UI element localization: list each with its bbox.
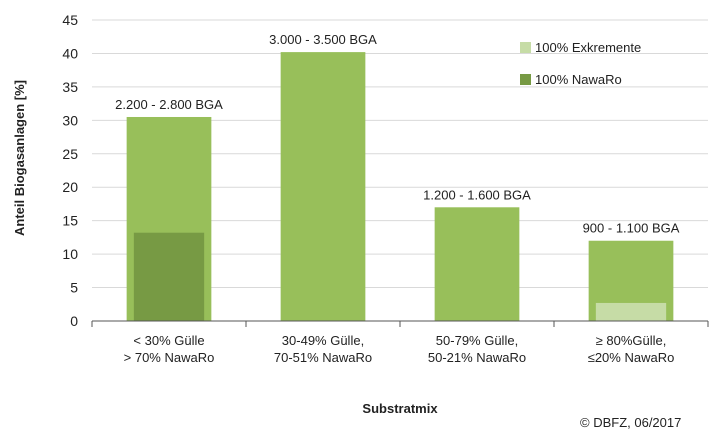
bars	[126, 52, 674, 322]
y-tick-label: 30	[62, 112, 78, 128]
bar-segment	[595, 302, 667, 321]
legend: 100% Exkremente 100% NawaRo	[520, 40, 641, 87]
y-tick-label: 5	[70, 280, 78, 296]
x-category-label: 50-21% NawaRo	[428, 350, 526, 365]
x-category-label: ≤20% NawaRo	[588, 350, 675, 365]
legend-label: 100% Exkremente	[535, 40, 641, 55]
y-tick-label: 15	[62, 213, 78, 229]
x-category-label: > 70% NawaRo	[124, 350, 215, 365]
legend-swatch	[520, 42, 531, 53]
bar-data-label: 3.000 - 3.500 BGA	[269, 32, 377, 47]
x-category-labels: < 30% Gülle > 70% NawaRo 30-49% Gülle, 70-5…	[124, 333, 675, 365]
y-tick-label: 45	[62, 12, 78, 28]
bar-data-label: 2.200 - 2.800 BGA	[115, 97, 223, 112]
x-category-label: < 30% Gülle	[133, 333, 204, 348]
bar-data-labels: 2.200 - 2.800 BGA 3.000 - 3.500 BGA 1.200 …	[115, 32, 680, 236]
axes	[91, 320, 709, 327]
bar-segment	[133, 232, 205, 321]
bar-data-label: 900 - 1.100 BGA	[583, 221, 680, 236]
y-tick-label: 0	[70, 313, 78, 329]
source-credit: © DBFZ, 06/2017	[580, 415, 681, 430]
y-tick-label: 25	[62, 146, 78, 162]
legend-swatch	[520, 74, 531, 85]
y-tick-label: 35	[62, 79, 78, 95]
bar	[280, 52, 366, 322]
bar	[434, 207, 520, 321]
y-tick-label: 40	[62, 45, 78, 61]
y-tick-label: 10	[62, 246, 78, 262]
legend-label: 100% NawaRo	[535, 72, 622, 87]
x-axis-title: Substratmix	[362, 401, 438, 416]
y-axis-title: Anteil Biogasanlagen [%]	[12, 80, 27, 236]
x-category-label: 50-79% Gülle,	[436, 333, 518, 348]
y-tick-labels: 0 5 10 15 20 25 30 35 40 45	[62, 12, 78, 329]
bar-data-label: 1.200 - 1.600 BGA	[423, 187, 531, 202]
x-category-label: 70-51% NawaRo	[274, 350, 372, 365]
x-category-label: 30-49% Gülle,	[282, 333, 364, 348]
x-category-label: ≥ 80%Gülle,	[596, 333, 667, 348]
y-tick-label: 20	[62, 179, 78, 195]
